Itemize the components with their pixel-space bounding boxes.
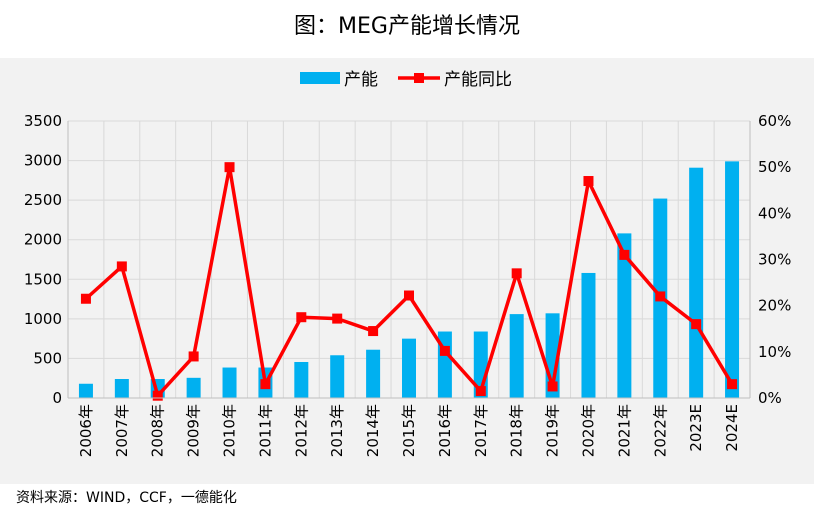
chart-svg: 0 500 1000 1500 2000 2500 3000 3500 0% 10% 20% 30% 4… — [24, 70, 792, 457]
bar-capacity — [186, 377, 201, 398]
point-yoy — [727, 379, 738, 390]
y-right-tick-label: 50% — [758, 158, 791, 176]
point-yoy — [188, 351, 199, 362]
point-yoy — [619, 249, 630, 260]
y-right-tick-label: 10% — [758, 343, 791, 361]
chart-title: 图：MEG产能增长情况 — [294, 14, 520, 39]
point-yoy — [116, 261, 127, 272]
x-tick-label: 2013年 — [328, 404, 346, 457]
x-tick-label: 2024E — [723, 404, 741, 452]
point-yoy — [332, 313, 343, 324]
bar-capacity — [689, 167, 704, 398]
point-yoy — [296, 312, 307, 323]
line-series — [80, 162, 738, 401]
point-yoy — [80, 293, 91, 304]
x-tick-label: 2023E — [687, 404, 705, 452]
legend-swatch-capacity — [300, 72, 340, 84]
x-tick-label: 2012年 — [292, 404, 310, 457]
legend-label-capacity: 产能 — [344, 70, 378, 90]
y-right-tick-label: 20% — [758, 297, 791, 315]
point-yoy — [260, 379, 271, 390]
legend-swatch-yoy-marker — [414, 73, 424, 83]
x-tick-label: 2018年 — [508, 404, 526, 457]
bar-capacity — [330, 355, 345, 398]
x-tick-label: 2017年 — [472, 404, 490, 457]
source-note: 资料来源：WIND，CCF，一德能化 — [16, 490, 237, 506]
point-yoy — [368, 326, 379, 337]
bar-capacity — [294, 361, 309, 398]
axes: 0 500 1000 1500 2000 2500 3000 3500 0% 10% 20% 30% 4… — [24, 112, 792, 457]
point-yoy — [547, 381, 558, 392]
chart-panel: 0 500 1000 1500 2000 2500 3000 3500 0% 10% 20% 30% 4… — [0, 58, 814, 484]
point-yoy — [583, 176, 594, 187]
point-yoy — [655, 291, 666, 302]
point-yoy — [404, 290, 414, 301]
bar-capacity — [509, 314, 524, 398]
x-tick-label: 2015年 — [400, 404, 418, 457]
x-tick-label: 2009年 — [185, 404, 203, 457]
y-right-tick-label: 0% — [758, 389, 782, 407]
point-yoy — [224, 162, 235, 173]
x-tick-label: 2006年 — [77, 404, 95, 457]
x-tick-label: 2020年 — [579, 404, 597, 457]
x-tick-label: 2008年 — [149, 404, 167, 457]
y-left-tick-label: 0 — [52, 389, 62, 407]
y-right-tick-label: 30% — [758, 251, 791, 269]
point-yoy — [475, 386, 486, 397]
y-right-tick-label: 40% — [758, 204, 791, 222]
x-tick-label: 2007年 — [113, 404, 131, 457]
bar-capacity — [617, 233, 632, 398]
bar-capacity — [78, 383, 93, 398]
y-left-tick-label: 2500 — [24, 191, 62, 209]
point-yoy — [152, 390, 163, 401]
point-yoy — [691, 319, 702, 330]
x-tick-label: 2019年 — [544, 404, 562, 457]
bar-capacity — [366, 349, 381, 398]
bar-capacity — [114, 379, 129, 398]
bar-series — [78, 161, 740, 398]
y-left-tick-label: 500 — [33, 349, 62, 367]
bar-capacity — [725, 161, 740, 398]
y-right-tick-label: 60% — [758, 112, 791, 130]
x-tick-label: 2016年 — [436, 404, 454, 457]
x-tick-label: 2011年 — [256, 404, 274, 457]
x-tick-label: 2022年 — [651, 404, 669, 457]
y-left-tick-label: 3000 — [24, 152, 62, 170]
x-tick-label: 2010年 — [221, 404, 239, 457]
y-left-tick-label: 1000 — [24, 310, 62, 328]
bar-capacity — [222, 367, 237, 398]
point-yoy — [439, 345, 450, 356]
x-tick-label: 2021年 — [615, 404, 633, 457]
bar-capacity — [581, 272, 596, 398]
bar-capacity — [402, 338, 416, 398]
y-left-tick-label: 3500 — [24, 112, 62, 130]
legend-label-yoy: 产能同比 — [444, 70, 512, 90]
point-yoy — [511, 268, 522, 279]
y-left-tick-label: 2000 — [24, 231, 62, 249]
legend: 产能 产能同比 — [300, 70, 512, 90]
x-tick-label: 2014年 — [364, 404, 382, 457]
y-left-tick-label: 1500 — [24, 270, 62, 288]
